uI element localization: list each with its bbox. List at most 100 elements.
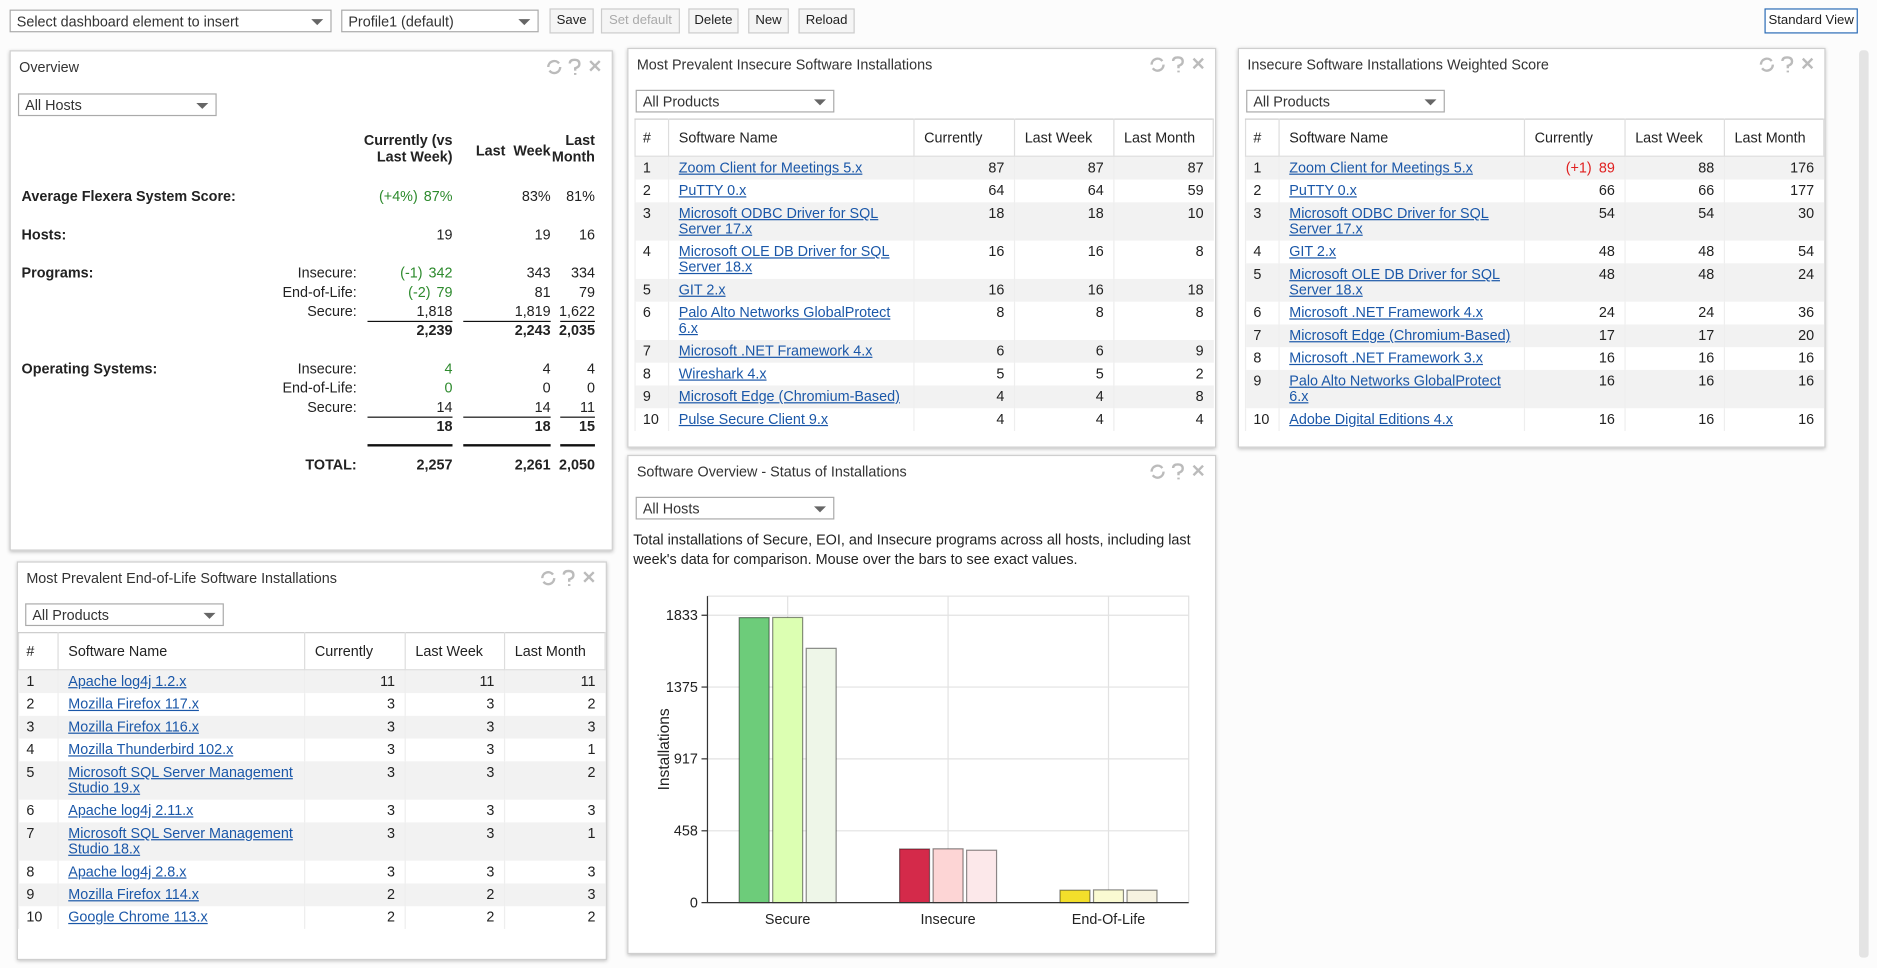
software-link[interactable]: PuTTY 0.x	[1289, 181, 1357, 199]
current-value: 16	[1598, 349, 1615, 367]
element-select[interactable]: Select dashboard element to insert	[9, 9, 332, 33]
software-link[interactable]: Mozilla Firefox 114.x	[68, 885, 199, 903]
row-number: 1	[1244, 156, 1280, 180]
filter-select[interactable]: All Products	[25, 603, 224, 627]
current-cell: 18	[913, 202, 1015, 241]
software-link[interactable]: Apache log4j 2.8.x	[68, 863, 187, 880]
column-header: Last Week	[404, 632, 506, 671]
toolbar-button[interactable]: New	[748, 8, 789, 34]
current-cell: 11	[304, 669, 406, 694]
software-link[interactable]: GIT 2.x	[1289, 243, 1337, 260]
last-month-cell: 54	[1723, 240, 1824, 264]
software-link[interactable]: Pulse Secure Client 9.x	[678, 410, 829, 428]
software-link[interactable]: Microsoft .NET Framework 3.x	[1289, 349, 1483, 367]
row-number: 1	[634, 156, 669, 180]
software-link[interactable]: Apache log4j 1.2.x	[68, 672, 187, 690]
profile-select[interactable]: Profile1 (default)	[341, 9, 539, 33]
current-value: 3	[387, 824, 396, 842]
software-name-cell: Mozilla Firefox 114.x	[57, 883, 305, 907]
last-month-value: 0	[586, 379, 595, 397]
current-cell: 3	[304, 822, 406, 861]
current-value: 16	[1598, 410, 1615, 428]
last-month-cell: 4	[1113, 408, 1214, 431]
table-row: 5 Microsoft SQL Server Management Studio …	[17, 761, 606, 800]
row-number: 4	[17, 738, 59, 762]
current-value: 24	[1598, 304, 1615, 321]
last-month-cell: 36	[1723, 301, 1824, 325]
current-cell: 64	[913, 179, 1015, 203]
software-link[interactable]: Microsoft .NET Framework 4.x	[678, 342, 873, 360]
last-month-cell: 16	[1723, 408, 1824, 431]
last-week-cell: 11	[404, 669, 505, 694]
current-value: (-1) 342	[400, 263, 452, 282]
group-label: Programs:	[21, 264, 94, 282]
last-week-cell: 3	[404, 799, 505, 823]
current-value: 3	[387, 695, 396, 713]
last-month-cell: 16	[1723, 347, 1824, 370]
software-link[interactable]: Mozilla Thunderbird 102.x	[68, 740, 234, 758]
panel-title: Software Overview - Status of Installati…	[636, 463, 907, 481]
software-link[interactable]: Zoom Client for Meetings 5.x	[1289, 159, 1473, 176]
toolbar-button[interactable]: Reload	[798, 8, 855, 34]
current-value: 48	[1598, 243, 1615, 260]
row-number: 8	[1244, 347, 1280, 370]
filter-select[interactable]: All Products	[1246, 89, 1445, 113]
last-month-cell: 2	[503, 693, 606, 716]
software-name-cell: Zoom Client for Meetings 5.x	[1278, 156, 1525, 180]
toolbar-button[interactable]: Save	[549, 8, 594, 34]
software-link[interactable]: Microsoft OLE DB Driver for SQL Server 1…	[1289, 265, 1500, 299]
last-week-value: 0	[542, 379, 551, 397]
filter-select-text: All Products	[32, 606, 109, 624]
table-row: 3 Mozilla Firefox 116.x 3 3 3	[17, 715, 606, 739]
software-link[interactable]: Microsoft SQL Server Management Studio 1…	[68, 824, 293, 858]
software-link[interactable]: Microsoft ODBC Driver for SQL Server 17.…	[678, 204, 879, 238]
last-month-value: 1,622	[558, 302, 595, 320]
row-number: 4	[634, 240, 669, 279]
refresh-icon	[547, 59, 562, 75]
software-link[interactable]: Palo Alto Networks GlobalProtect 6.x	[1289, 372, 1501, 405]
software-link[interactable]: Mozilla Firefox 116.x	[68, 718, 199, 736]
software-link[interactable]: Microsoft Edge (Chromium-Based)	[678, 387, 900, 405]
last-week-cell: 48	[1624, 263, 1725, 302]
row-number: 5	[17, 761, 59, 800]
software-link[interactable]: Microsoft .NET Framework 4.x	[1289, 304, 1483, 321]
software-link[interactable]: Adobe Digital Editions 4.x	[1289, 410, 1453, 428]
current-value: 4	[996, 387, 1005, 405]
last-month-cell: 59	[1113, 179, 1214, 203]
change-value: (-2)	[408, 283, 431, 301]
current-cell: 3	[304, 799, 406, 823]
y-tick-label: 1833	[666, 608, 698, 624]
software-link[interactable]: Wireshark 4.x	[678, 365, 767, 382]
filter-select[interactable]: All Products	[635, 89, 835, 113]
filter-select[interactable]: All Hosts	[635, 496, 835, 520]
filter-select-text: All Products	[1253, 93, 1330, 111]
filter-select[interactable]: All Hosts	[17, 93, 217, 117]
table-row: 7 Microsoft .NET Framework 4.x 6 6 9	[634, 339, 1214, 363]
panel: Software Overview - Status of Installati…	[627, 454, 1217, 955]
software-link[interactable]: Microsoft SQL Server Management Studio 1…	[68, 763, 293, 797]
bar	[966, 849, 998, 904]
software-name-cell: GIT 2.x	[667, 278, 914, 302]
software-link[interactable]: Google Chrome 113.x	[68, 908, 208, 926]
current-cell: 16	[913, 278, 1015, 302]
software-link[interactable]: Zoom Client for Meetings 5.x	[678, 159, 863, 176]
scrollbar[interactable]	[1859, 50, 1869, 958]
software-link[interactable]: Mozilla Firefox 117.x	[68, 695, 199, 713]
software-link[interactable]: Microsoft OLE DB Driver for SQL Server 1…	[678, 243, 890, 276]
current-cell: 2	[304, 906, 406, 929]
table-row: 7 Microsoft SQL Server Management Studio …	[17, 822, 606, 861]
software-link[interactable]: PuTTY 0.x	[678, 181, 747, 199]
current-cell: 8	[913, 301, 1015, 340]
refresh-icon	[1150, 464, 1165, 479]
software-link[interactable]: GIT 2.x	[678, 281, 726, 299]
software-link[interactable]: Palo Alto Networks GlobalProtect 6.x	[678, 304, 891, 337]
dropdown-arrow	[203, 612, 216, 619]
standard-view-button[interactable]: Standard View	[1764, 8, 1858, 34]
software-link[interactable]: Apache log4j 2.11.x	[68, 802, 194, 819]
last-week-cell: 5	[1013, 362, 1114, 386]
y-axis-label: Installations	[656, 708, 673, 790]
toolbar-button[interactable]: Delete	[688, 8, 739, 34]
table-row: 9 Mozilla Firefox 114.x 2 2 3	[17, 883, 606, 907]
software-link[interactable]: Microsoft Edge (Chromium-Based)	[1289, 326, 1511, 344]
software-link[interactable]: Microsoft ODBC Driver for SQL Server 17.…	[1289, 204, 1489, 238]
